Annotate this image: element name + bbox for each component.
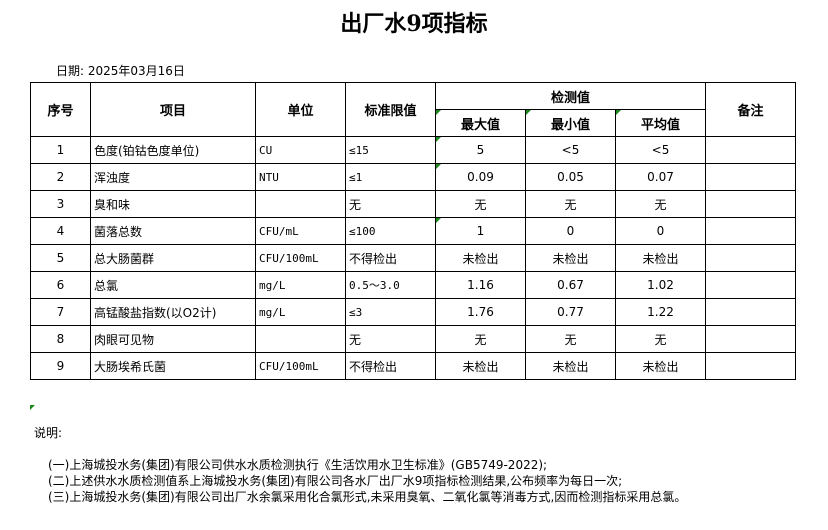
table-row: 4 菌落总数 CFU/mL ≤100 1 0 0 <box>30 217 796 245</box>
cell-min: 0 <box>525 217 616 245</box>
cell-unit: NTU <box>255 163 346 191</box>
cell-remark <box>705 352 796 380</box>
table-row: 8 肉眼可见物无无无无 <box>30 325 796 353</box>
cell-limit: ≤3 <box>345 298 436 326</box>
cell-unit <box>255 190 346 218</box>
cell-no: 9 <box>30 352 91 380</box>
cell-item: 总氯 <box>90 271 256 299</box>
cell-avg: 未检出 <box>615 352 706 380</box>
cell-min: 未检出 <box>525 352 616 380</box>
header-min: 最小值 <box>525 109 616 137</box>
cell-remark <box>705 244 796 272</box>
cell-unit: CFU/100mL <box>255 352 346 380</box>
cell-limit: 0.5～3.0 <box>345 271 436 299</box>
cell-remark <box>705 325 796 353</box>
cell-item: 总大肠菌群 <box>90 244 256 272</box>
table-row: 9 大肠埃希氏菌 CFU/100mL 不得检出 未检出 未检出 未检出 <box>30 352 796 380</box>
header-avg: 平均值 <box>615 109 706 137</box>
cell-no: 5 <box>30 244 91 272</box>
cell-limit: 无 <box>345 325 436 353</box>
header-remark: 备注 <box>705 82 796 137</box>
cell-marker <box>30 405 35 410</box>
cell-min: 0.67 <box>525 271 616 299</box>
cell-no: 2 <box>30 163 91 191</box>
cell-no: 3 <box>30 190 91 218</box>
cell-remark <box>705 190 796 218</box>
cell-item: 浑浊度 <box>90 163 256 191</box>
cell-limit: ≤1 <box>345 163 436 191</box>
header-unit: 单位 <box>255 82 346 137</box>
cell-max: 0.09 <box>435 163 526 191</box>
cell-unit <box>255 325 346 353</box>
cell-item: 高锰酸盐指数(以O2计) <box>90 298 256 326</box>
cell-max: 无 <box>435 325 526 353</box>
cell-avg: 1.22 <box>615 298 706 326</box>
cell-min: <5 <box>525 136 616 164</box>
notes-label: 说明: <box>34 426 63 440</box>
cell-no: 8 <box>30 325 91 353</box>
table-row: 6 总氯 mg/L 0.5～3.0 1.16 0.67 1.02 <box>30 271 796 299</box>
cell-unit: CFU/mL <box>255 217 346 245</box>
report-date: 日期: 2025年03月16日 <box>56 64 185 78</box>
header-measured: 检测值 <box>435 82 706 110</box>
header-max: 最大值 <box>435 109 526 137</box>
cell-min: 0.77 <box>525 298 616 326</box>
header-item: 项目 <box>90 82 256 137</box>
cell-max: 未检出 <box>435 244 526 272</box>
cell-avg: 无 <box>615 325 706 353</box>
cell-avg: 无 <box>615 190 706 218</box>
cell-unit: mg/L <box>255 271 346 299</box>
cell-item: 肉眼可见物 <box>90 325 256 353</box>
cell-avg: 0 <box>615 217 706 245</box>
cell-unit: CU <box>255 136 346 164</box>
cell-item: 色度(铂钴色度单位) <box>90 136 256 164</box>
note-1: (一)上海城投水务(集团)有限公司供水水质检测执行《生活饮用水卫生标准》(GB5… <box>48 458 548 472</box>
cell-remark <box>705 271 796 299</box>
cell-remark <box>705 298 796 326</box>
cell-max: 无 <box>435 190 526 218</box>
cell-limit: 无 <box>345 190 436 218</box>
table-row: 2 浑浊度 NTU ≤1 0.09 0.05 0.07 <box>30 163 796 191</box>
table-row: 3 臭和味无无无无 <box>30 190 796 218</box>
cell-max: 5 <box>435 136 526 164</box>
cell-remark <box>705 217 796 245</box>
cell-no: 4 <box>30 217 91 245</box>
note-3: (三)上海城投水务(集团)有限公司出厂水余氯采用化合氯形式,未采用臭氧、二氧化氯… <box>48 490 687 504</box>
cell-min: 无 <box>525 190 616 218</box>
header-no: 序号 <box>30 82 91 137</box>
cell-item: 菌落总数 <box>90 217 256 245</box>
table-row: 5 总大肠菌群 CFU/100mL 不得检出 未检出 未检出 未检出 <box>30 244 796 272</box>
cell-limit: 不得检出 <box>345 244 436 272</box>
cell-limit: ≤15 <box>345 136 436 164</box>
page-title: 出厂水9项指标 <box>340 11 488 37</box>
cell-no: 7 <box>30 298 91 326</box>
cell-unit: mg/L <box>255 298 346 326</box>
cell-min: 无 <box>525 325 616 353</box>
cell-item: 大肠埃希氏菌 <box>90 352 256 380</box>
cell-avg: 1.02 <box>615 271 706 299</box>
cell-min: 0.05 <box>525 163 616 191</box>
cell-no: 1 <box>30 136 91 164</box>
cell-remark <box>705 136 796 164</box>
table-row: 7 高锰酸盐指数(以O2计) mg/L ≤3 1.76 0.77 1.22 <box>30 298 796 326</box>
cell-avg: 未检出 <box>615 244 706 272</box>
cell-max: 1.76 <box>435 298 526 326</box>
note-2: (二)上述供水水质检测值系上海城投水务(集团)有限公司各水厂出厂水9项指标检测结… <box>48 474 623 488</box>
cell-remark <box>705 163 796 191</box>
header-limit: 标准限值 <box>345 82 436 137</box>
cell-min: 未检出 <box>525 244 616 272</box>
table-row: 1 色度(铂钴色度单位) CU ≤15 5 <5 <5 <box>30 136 796 164</box>
cell-max: 1.16 <box>435 271 526 299</box>
water-quality-table: 序号 项目 单位 标准限值 检测值 备注 最大值 最小值 平均值 1 色度(铂钴色… <box>30 82 796 380</box>
cell-no: 6 <box>30 271 91 299</box>
cell-limit: ≤100 <box>345 217 436 245</box>
cell-avg: 0.07 <box>615 163 706 191</box>
cell-avg: <5 <box>615 136 706 164</box>
cell-limit: 不得检出 <box>345 352 436 380</box>
cell-max: 1 <box>435 217 526 245</box>
cell-item: 臭和味 <box>90 190 256 218</box>
cell-unit: CFU/100mL <box>255 244 346 272</box>
cell-max: 未检出 <box>435 352 526 380</box>
